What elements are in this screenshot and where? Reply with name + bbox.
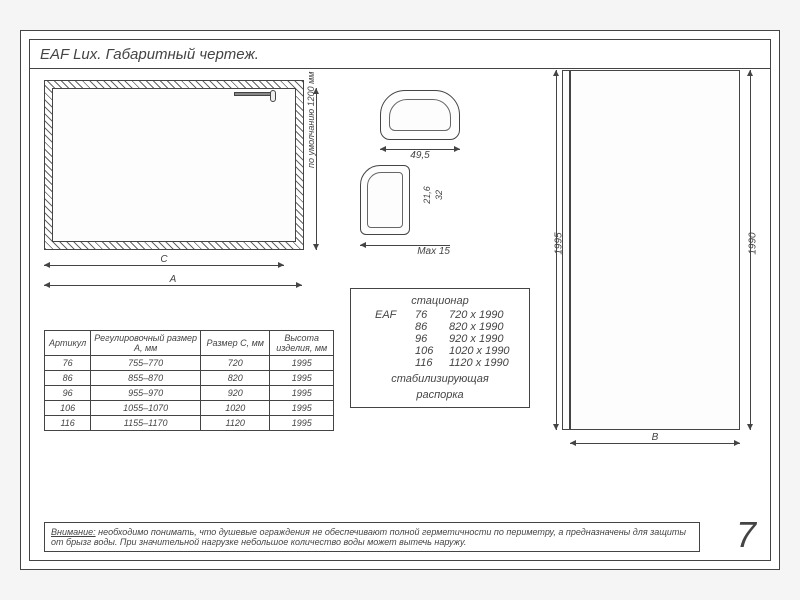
table-header-cell: Регулировочный размер А, мм — [91, 331, 201, 356]
sizes-dimension: 1020 x 1990 — [449, 345, 510, 357]
table-row: 1061055–107010201995 — [45, 401, 334, 416]
sizes-article: 106 — [415, 345, 439, 357]
table-row: 96955–9709201995 — [45, 386, 334, 401]
table-cell: 1020 — [201, 401, 270, 416]
note-label: Внимание: — [51, 527, 96, 537]
table-header-row: АртикулРегулировочный размер А, ммРазмер… — [45, 331, 334, 356]
sizes-article: 96 — [415, 333, 439, 345]
dimensions-table: АртикулРегулировочный размер А, ммРазмер… — [44, 330, 334, 431]
dim-a-label: А — [44, 274, 302, 285]
sizes-article: 76 — [415, 309, 439, 321]
drawing-sheet: EAF Lux. Габаритный чертеж. по умолчанию… — [20, 30, 780, 570]
table-cell: 1055–1070 — [91, 401, 201, 416]
table-cell: 1995 — [270, 401, 334, 416]
sizes-label — [375, 357, 405, 369]
table-body: 76755–770720199586855–870820199596955–97… — [45, 356, 334, 431]
sizes-label: EAF — [375, 309, 405, 321]
note-text: необходимо понимать, что душевые огражде… — [51, 527, 686, 547]
side-glass-panel — [570, 70, 740, 430]
table-cell: 1995 — [270, 386, 334, 401]
table-cell: 106 — [45, 401, 91, 416]
table-cell: 1120 — [201, 416, 270, 431]
dim-49-5-label: 49,5 — [380, 150, 460, 161]
warning-note: Внимание: необходимо понимать, что душев… — [44, 522, 700, 552]
dim-1990: 1990 — [744, 70, 758, 430]
sizes-article: 116 — [415, 357, 439, 369]
dim-32: 32 — [434, 190, 444, 200]
dim-max15-label: Max 15 — [360, 246, 450, 257]
dim-1990-label: 1990 — [748, 232, 759, 254]
table-header-cell: Размер С, мм — [201, 331, 270, 356]
sizes-dimension: 820 x 1990 — [449, 321, 503, 333]
table-cell: 1155–1170 — [91, 416, 201, 431]
sizes-row: 86 820 x 1990 — [359, 321, 521, 333]
glass-panel — [52, 88, 296, 242]
table-cell: 76 — [45, 356, 91, 371]
table-cell: 116 — [45, 416, 91, 431]
sizes-article: 86 — [415, 321, 439, 333]
table-header-cell: Артикул — [45, 331, 91, 356]
dim-max15: Max 15 — [360, 238, 450, 254]
table-cell: 955–970 — [91, 386, 201, 401]
table-cell: 1995 — [270, 356, 334, 371]
title-divider — [30, 68, 770, 69]
dim-b-label: В — [570, 432, 740, 443]
table-cell: 1995 — [270, 371, 334, 386]
profile-section-bottom — [360, 165, 410, 235]
dim-1995-label: 1995 — [554, 232, 565, 254]
drawing-frame: EAF Lux. Габаритный чертеж. по умолчанию… — [29, 39, 771, 561]
table-row: 1161155–117011201995 — [45, 416, 334, 431]
page-number: 7 — [736, 514, 756, 556]
sizes-dimension: 1120 x 1990 — [449, 357, 509, 369]
table-cell: 96 — [45, 386, 91, 401]
front-view: по умолчанию 1200 мм — [44, 80, 304, 280]
stabilizer-bar — [234, 92, 274, 96]
dim-49-5: 49,5 — [380, 142, 460, 158]
profile-details: 49,5 21,6 32 Max 15 — [340, 90, 490, 260]
sizes-label — [375, 333, 405, 345]
dim-height-1200: по умолчанию 1200 мм — [308, 88, 326, 250]
dim-b: В — [570, 436, 740, 452]
side-view: 1995 1990 В — [556, 70, 756, 470]
dim-a: А — [44, 278, 302, 294]
dim-height-label: по умолчанию 1200 мм — [306, 72, 316, 168]
sizes-row: 96 920 x 1990 — [359, 333, 521, 345]
stabilizer-end — [270, 90, 276, 102]
sizes-label — [375, 321, 405, 333]
sizes-footer2: распорка — [359, 389, 521, 401]
profile-section-top — [380, 90, 460, 140]
sizes-dimension: 920 x 1990 — [449, 333, 503, 345]
sizes-row: 106 1020 x 1990 — [359, 345, 521, 357]
dim-21-6: 21,6 — [422, 186, 432, 204]
table-row: 76755–7707201995 — [45, 356, 334, 371]
dim-1995: 1995 — [550, 70, 564, 430]
table-cell: 1995 — [270, 416, 334, 431]
table-cell: 855–870 — [91, 371, 201, 386]
table-header-cell: Высота изделия, мм — [270, 331, 334, 356]
sizes-box: стационар EAF76720 x 199086820 x 1990969… — [350, 288, 530, 408]
sizes-row: EAF 76 720 x 1990 — [359, 309, 521, 321]
table-cell: 920 — [201, 386, 270, 401]
sizes-dimension: 720 x 1990 — [449, 309, 503, 321]
table-cell: 755–770 — [91, 356, 201, 371]
sizes-footer1: стабилизирующая — [359, 373, 521, 385]
table-cell: 820 — [201, 371, 270, 386]
drawing-title: EAF Lux. Габаритный чертеж. — [40, 46, 259, 63]
sizes-label — [375, 345, 405, 357]
table-cell: 720 — [201, 356, 270, 371]
sizes-row: 116 1120 x 1990 — [359, 357, 521, 369]
sizes-header: стационар — [359, 295, 521, 307]
table-row: 86855–8708201995 — [45, 371, 334, 386]
dim-c-label: С — [44, 254, 284, 265]
table-cell: 86 — [45, 371, 91, 386]
dim-c: С — [44, 258, 284, 274]
